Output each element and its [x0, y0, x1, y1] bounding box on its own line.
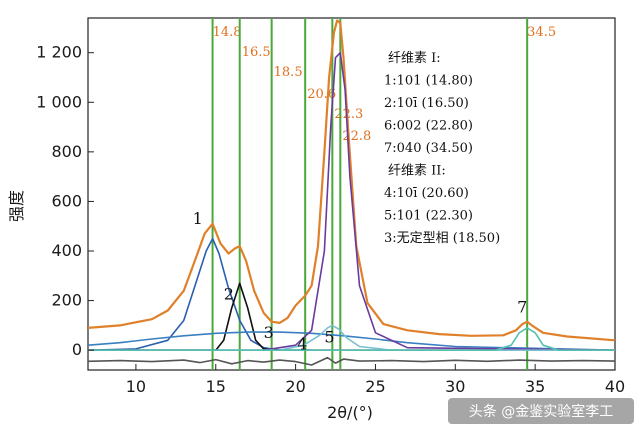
reference-line-label: 22.3: [334, 107, 363, 122]
series-line: [87, 19, 616, 342]
x-tick-label: 25: [365, 377, 385, 396]
x-tick-label: 10: [126, 377, 146, 396]
legend-heading: 纤维素 II:: [388, 164, 446, 179]
series-line: [88, 327, 615, 352]
y-axis-label: 强度: [7, 190, 26, 222]
peak-label: 5: [324, 327, 334, 346]
x-tick-label: 15: [206, 377, 226, 396]
legend-entry: 4:10ī (20.60): [384, 186, 469, 201]
legend-entry: 1:101 (14.80): [384, 74, 473, 89]
series-line: [88, 51, 616, 352]
x-tick-label: 35: [525, 377, 545, 396]
y-tick-label: 1 200: [36, 43, 82, 62]
reference-line-label: 18.5: [274, 65, 303, 80]
peak-label: 1: [193, 209, 203, 228]
legend-entry: 6:002 (22.80): [384, 119, 473, 134]
legend-entry: 3:无定型相 (18.50): [384, 231, 500, 246]
legend-heading: 纤维素 I:: [388, 51, 441, 66]
watermark: 头条 @金鉴实验室李工: [448, 398, 634, 424]
series-line: [88, 324, 615, 352]
y-tick-label: 400: [51, 241, 82, 260]
x-axis-label: 2θ/(°): [327, 403, 373, 422]
legend-entry: 5:101 (22.30): [384, 209, 473, 224]
peak-label: 7: [517, 297, 527, 316]
peak-label: 2: [224, 285, 234, 304]
y-tick-label: 600: [51, 191, 82, 210]
y-tick-label: 0: [72, 340, 82, 359]
y-tick-label: 1 000: [36, 92, 82, 111]
peak-label: 3: [264, 323, 274, 342]
y-tick-label: 800: [51, 142, 82, 161]
x-tick-label: 20: [285, 377, 305, 396]
reference-line-label: 16.5: [242, 45, 271, 60]
plot-frame: [87, 17, 616, 371]
series-line: [87, 356, 616, 366]
x-tick-label: 30: [445, 377, 465, 396]
legend-entry: 7:040 (34.50): [384, 141, 473, 156]
x-tick-label: 40: [605, 377, 625, 396]
reference-line-label: 34.5: [527, 25, 556, 40]
series-line: [87, 237, 312, 352]
peak-label: 4: [297, 334, 307, 353]
series-line: [87, 331, 616, 351]
watermark-text: 头条 @金鉴实验室李工: [469, 403, 613, 420]
reference-line-label: 14.8: [213, 25, 242, 40]
legend-entry: 2:10ī (16.50): [384, 96, 469, 111]
y-tick-label: 200: [51, 291, 82, 310]
